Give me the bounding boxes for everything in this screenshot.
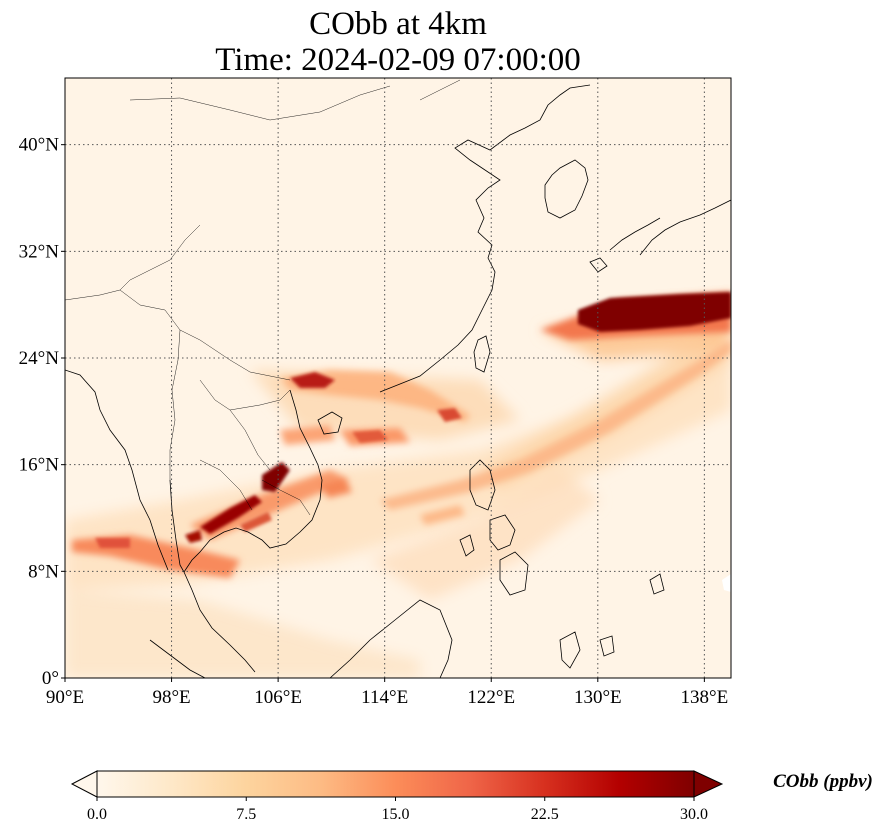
concentration-field [65, 292, 731, 678]
country-borders [65, 79, 461, 516]
lon-tick-label: 130°E [574, 687, 622, 708]
colorbar-tick-label: 22.5 [531, 806, 559, 823]
colorbar-tick-label: 7.5 [236, 806, 256, 823]
lon-tick-label: 138°E [681, 687, 729, 708]
map-title: CObb at 4km [309, 6, 487, 42]
colorbar-extend-high [693, 770, 724, 798]
plume-core-layer [95, 292, 731, 548]
colorbar-ticks: 0.0 7.5 15.0 22.5 30.0 [87, 797, 708, 823]
lon-tick-label: 114°E [361, 687, 408, 708]
colorbar-tick-label: 0.0 [87, 806, 107, 823]
lat-tick-label: 0° [42, 668, 59, 689]
lat-tick-label: 8°N [28, 561, 59, 582]
coastlines [65, 84, 731, 678]
latitude-axis: 0° 8°N 16°N 24°N 32°N 40°N [19, 135, 65, 689]
lat-tick-label: 32°N [19, 241, 60, 262]
colorbar-label: CObb (ppbv) [773, 771, 873, 792]
map-frame [64, 77, 732, 679]
lat-tick-label: 24°N [19, 348, 60, 369]
lon-tick-label: 106°E [254, 687, 302, 708]
map-subtitle-time: Time: 2024-02-09 07:00:00 [215, 42, 581, 78]
colorbar-tick-label: 30.0 [680, 806, 708, 823]
colorbar-gradient [96, 770, 695, 798]
colorbar-extend-low [70, 770, 98, 798]
lon-tick-label: 98°E [152, 687, 190, 708]
gridlines [65, 78, 731, 678]
longitude-axis: 90°E 98°E 106°E 114°E 122°E 130°E 138°E [46, 678, 728, 708]
colorbar-tick-label: 15.0 [382, 806, 410, 823]
lat-tick-label: 16°N [19, 455, 60, 476]
lon-tick-label: 122°E [467, 687, 515, 708]
lat-tick-label: 40°N [19, 135, 60, 156]
colorbar: 0.0 7.5 15.0 22.5 30.0 CObb (ppbv) [70, 770, 873, 823]
lon-tick-label: 90°E [46, 687, 84, 708]
